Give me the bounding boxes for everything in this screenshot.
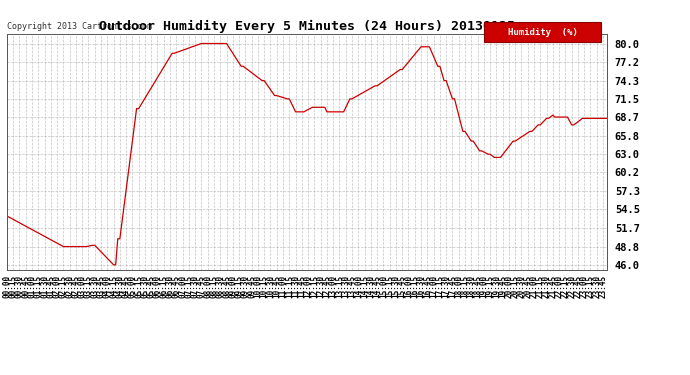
Text: Humidity  (%): Humidity (%) — [508, 28, 578, 37]
FancyBboxPatch shape — [484, 22, 601, 42]
Title: Outdoor Humidity Every 5 Minutes (24 Hours) 20130125: Outdoor Humidity Every 5 Minutes (24 Hou… — [99, 20, 515, 33]
Text: Copyright 2013 Cartronics.com: Copyright 2013 Cartronics.com — [7, 22, 152, 32]
